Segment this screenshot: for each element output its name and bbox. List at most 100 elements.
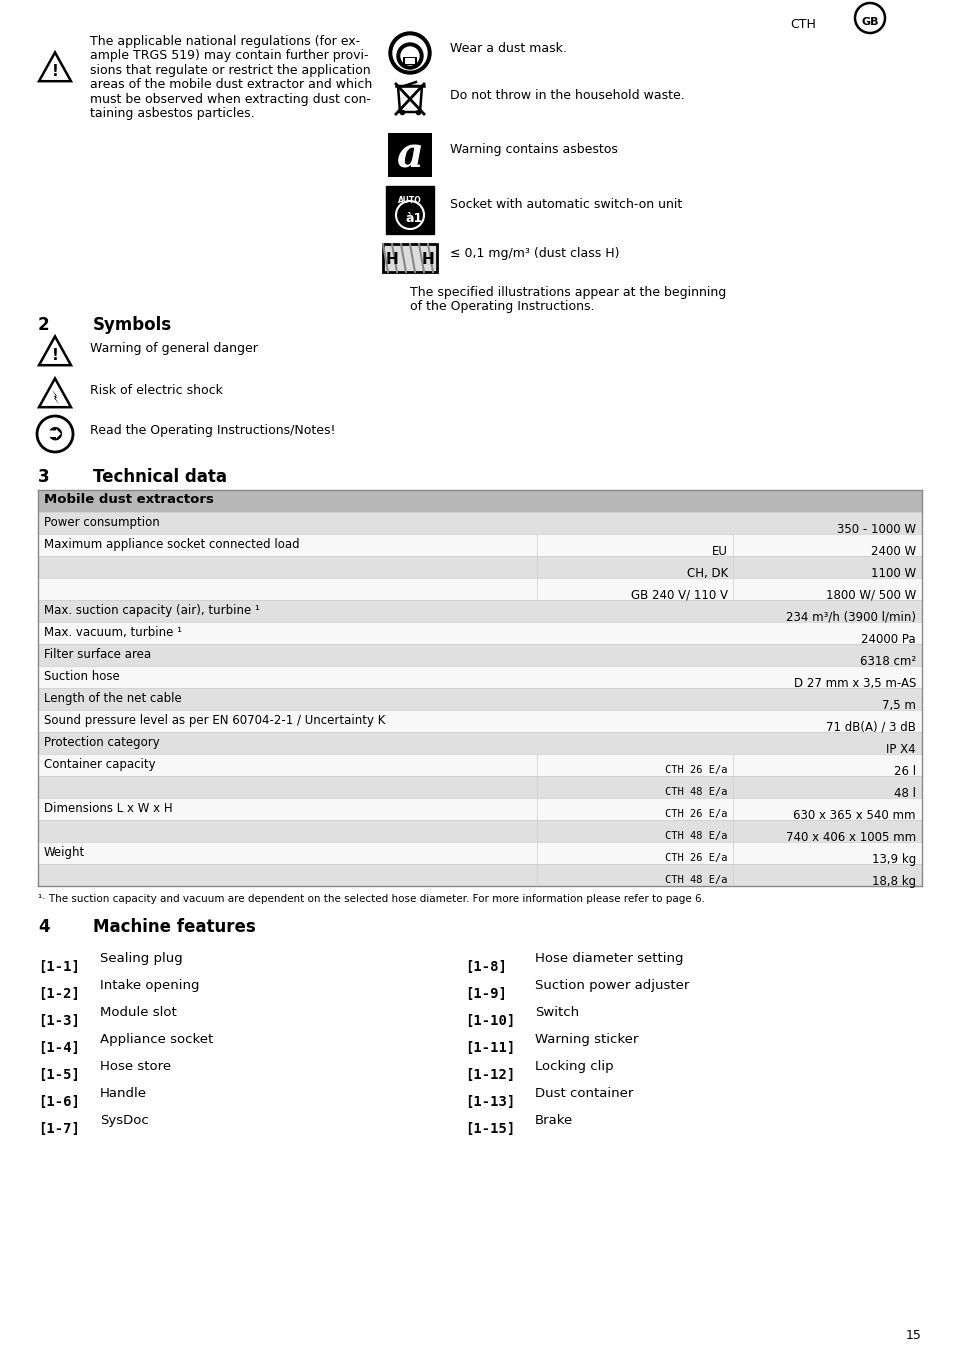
Text: Appliance socket: Appliance socket	[100, 1034, 213, 1046]
Text: Symbols: Symbols	[92, 316, 172, 334]
Text: a: a	[396, 134, 423, 176]
Text: Do not throw in the household waste.: Do not throw in the household waste.	[450, 89, 684, 101]
Text: [1-9]: [1-9]	[464, 988, 506, 1001]
Bar	[38, 754, 921, 775]
Bar	[38, 688, 921, 711]
Text: 4: 4	[38, 917, 50, 936]
Text: Risk of electric shock: Risk of electric shock	[90, 384, 223, 397]
Text: CTH 26 E/a: CTH 26 E/a	[665, 765, 727, 775]
Text: CTH 48 E/a: CTH 48 E/a	[665, 875, 727, 885]
Text: [1-12]: [1-12]	[464, 1069, 515, 1082]
Text: Module slot: Module slot	[100, 1006, 176, 1019]
Text: 350 - 1000 W: 350 - 1000 W	[836, 523, 915, 536]
Text: ➲: ➲	[46, 424, 64, 444]
Text: CTH 48 E/a: CTH 48 E/a	[665, 788, 727, 797]
Text: CTH 26 E/a: CTH 26 E/a	[665, 809, 727, 819]
Text: D 27 mm x 3,5 m-AS: D 27 mm x 3,5 m-AS	[793, 677, 915, 690]
Text: IP X4: IP X4	[885, 743, 915, 757]
Bar	[38, 578, 921, 600]
Text: Suction power adjuster: Suction power adjuster	[535, 979, 689, 992]
Polygon shape	[39, 53, 71, 81]
Text: 15: 15	[905, 1329, 921, 1342]
Text: 6318 cm²: 6318 cm²	[859, 655, 915, 667]
Polygon shape	[39, 378, 71, 407]
Polygon shape	[52, 390, 59, 404]
Circle shape	[396, 43, 422, 69]
Text: Wear a dust mask.: Wear a dust mask.	[450, 42, 566, 55]
Text: Dust container: Dust container	[535, 1088, 633, 1100]
Text: 13,9 kg: 13,9 kg	[871, 852, 915, 866]
Text: Handle: Handle	[100, 1088, 147, 1100]
Text: H: H	[385, 253, 398, 267]
Text: must be observed when extracting dust con-: must be observed when extracting dust co…	[90, 93, 371, 105]
Text: ≤ 0,1 mg/m³ (dust class H): ≤ 0,1 mg/m³ (dust class H)	[450, 247, 618, 259]
Text: 1800 W/ 500 W: 1800 W/ 500 W	[825, 589, 915, 603]
Text: Read the Operating Instructions/Notes!: Read the Operating Instructions/Notes!	[90, 424, 335, 436]
Text: taining asbestos particles.: taining asbestos particles.	[90, 108, 254, 120]
Text: [1-6]: [1-6]	[38, 1096, 80, 1109]
Text: GB 240 V/ 110 V: GB 240 V/ 110 V	[630, 589, 727, 603]
Text: [1-11]: [1-11]	[464, 1042, 515, 1055]
Text: Technical data: Technical data	[92, 467, 227, 486]
Text: Warning sticker: Warning sticker	[535, 1034, 638, 1046]
Text: Suction hose: Suction hose	[44, 670, 120, 684]
Text: Protection category: Protection category	[44, 736, 159, 748]
Text: !: !	[51, 349, 58, 363]
Text: The applicable national regulations (for ex-: The applicable national regulations (for…	[90, 35, 359, 49]
Text: 48 l: 48 l	[893, 788, 915, 800]
Bar	[388, 132, 432, 177]
Text: [1-3]: [1-3]	[38, 1015, 80, 1028]
Text: Max. suction capacity (air), turbine ¹: Max. suction capacity (air), turbine ¹	[44, 604, 259, 617]
Bar	[38, 865, 921, 886]
Text: 2: 2	[38, 316, 50, 334]
Text: 1100 W: 1100 W	[870, 567, 915, 580]
Bar	[38, 711, 921, 732]
Bar	[38, 666, 921, 688]
Text: Max. vacuum, turbine ¹: Max. vacuum, turbine ¹	[44, 626, 182, 639]
Text: Machine features: Machine features	[92, 917, 255, 936]
Text: Sound pressure level as per EN 60704-2-1 / Uncertainty K: Sound pressure level as per EN 60704-2-1…	[44, 713, 385, 727]
Text: SysDoc: SysDoc	[100, 1115, 149, 1127]
Text: [1-4]: [1-4]	[38, 1042, 80, 1055]
Circle shape	[400, 47, 418, 65]
Bar	[386, 186, 434, 234]
Bar	[38, 600, 921, 621]
Text: 71 dB(A) / 3 dB: 71 dB(A) / 3 dB	[825, 721, 915, 734]
Text: Switch: Switch	[535, 1006, 578, 1019]
Bar	[38, 644, 921, 666]
Text: Brake: Brake	[535, 1115, 573, 1127]
Bar	[402, 57, 416, 65]
Text: Locking clip: Locking clip	[535, 1061, 613, 1073]
Bar	[38, 732, 921, 754]
Text: areas of the mobile dust extractor and which: areas of the mobile dust extractor and w…	[90, 78, 372, 92]
Text: Intake opening: Intake opening	[100, 979, 199, 992]
Text: The specified illustrations appear at the beginning: The specified illustrations appear at th…	[410, 286, 725, 299]
Text: 7,5 m: 7,5 m	[882, 698, 915, 712]
Text: 24000 Pa: 24000 Pa	[861, 634, 915, 646]
Bar	[38, 820, 921, 842]
Text: [1-10]: [1-10]	[464, 1015, 515, 1028]
Text: GB: GB	[861, 18, 878, 27]
Text: 18,8 kg: 18,8 kg	[871, 875, 915, 888]
Bar	[38, 534, 921, 557]
Text: Hose diameter setting: Hose diameter setting	[535, 952, 682, 965]
Text: à1: à1	[406, 212, 423, 224]
Text: Weight: Weight	[44, 846, 85, 859]
Text: H: H	[421, 253, 434, 267]
Text: CTH: CTH	[789, 18, 815, 31]
Text: !: !	[51, 63, 58, 80]
Text: Warning of general danger: Warning of general danger	[90, 342, 257, 355]
Text: [1-2]: [1-2]	[38, 988, 80, 1001]
Text: Warning contains asbestos: Warning contains asbestos	[450, 143, 618, 155]
Text: AUTO: AUTO	[397, 196, 421, 205]
Circle shape	[389, 32, 431, 74]
Text: 3: 3	[38, 467, 50, 486]
Text: 630 x 365 x 540 mm: 630 x 365 x 540 mm	[793, 809, 915, 821]
Text: EU: EU	[711, 544, 727, 558]
Text: 234 m³/h (3900 l/min): 234 m³/h (3900 l/min)	[785, 611, 915, 624]
Text: sions that regulate or restrict the application: sions that regulate or restrict the appl…	[90, 63, 370, 77]
Bar	[38, 775, 921, 798]
Bar	[38, 490, 921, 512]
Text: of the Operating Instructions.: of the Operating Instructions.	[410, 300, 594, 313]
Text: Length of the net cable: Length of the net cable	[44, 692, 182, 705]
